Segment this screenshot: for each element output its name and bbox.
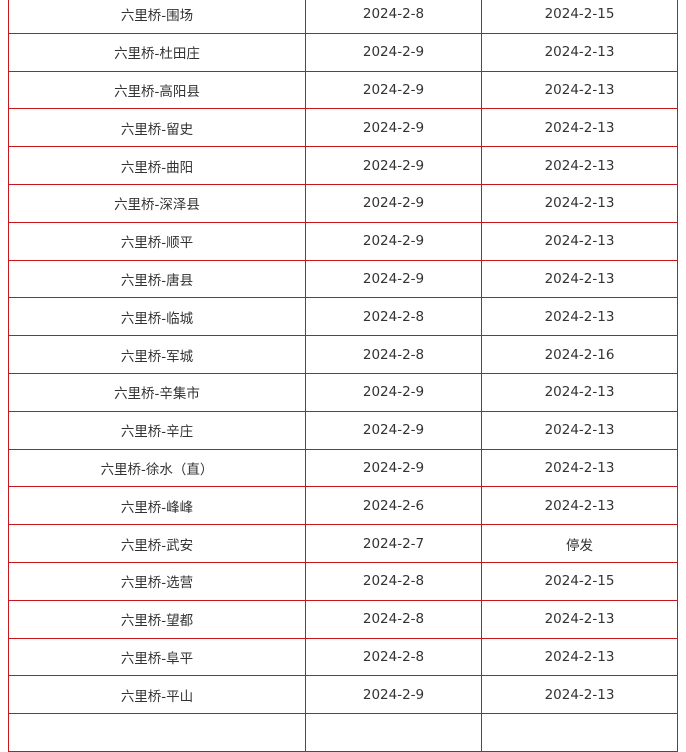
route-cell: 六里桥-峰峰 [9, 487, 306, 525]
stop-date-cell: 2024-2-9 [306, 109, 482, 147]
resume-date-cell: 2024-2-13 [544, 459, 615, 476]
resume-date-cell: 2024-2-13 [544, 233, 615, 250]
table-row: 六里桥-深泽县 2024-2-9 2024-2-13 [9, 184, 677, 223]
resume-date-cell: 2024-2-13 [544, 686, 615, 703]
route-cell: 六里桥-临城 [9, 298, 306, 336]
stop-date-cell: 2024-2-9 [306, 147, 482, 184]
stop-date-cell: 2024-2-9 [306, 260, 482, 298]
route-cell: 六里桥-辛庄 [9, 411, 306, 449]
stop-date-cell: 2024-2-8 [306, 600, 482, 638]
route-cell: 六里桥-阜平 [9, 638, 306, 676]
stop-date-cell: 2024-2-9 [306, 33, 482, 71]
table-row: 六里桥-望都 2024-2-8 2024-2-13 [9, 600, 677, 639]
table-row: 六里桥-顺平 2024-2-9 2024-2-13 [9, 222, 677, 261]
table-row: 六里桥-留史 2024-2-9 2024-2-13 [9, 109, 677, 148]
stop-date-cell: 2024-2-8 [306, 638, 482, 676]
route-cell: 六里桥-杜田庄 [9, 33, 306, 71]
stop-date-cell: 2024-2-8 [306, 298, 482, 336]
route-cell: 六里桥-望都 [9, 600, 306, 638]
route-cell: 六里桥-顺平 [9, 222, 306, 260]
stop-date-cell: 2024-2-6 [306, 487, 482, 525]
stop-date-cell: 2024-2-9 [306, 411, 482, 449]
table-row: 六里桥-峰峰 2024-2-6 2024-2-13 [9, 487, 677, 526]
schedule-table: 六里桥-围场 2024-2-8 2024-2-15 六里桥-杜田庄 2024-2-9 20… [8, 0, 678, 752]
route-cell: 六里桥-留史 [9, 109, 306, 147]
resume-date-cell: 2024-2-13 [544, 44, 615, 61]
resume-date-cell: 2024-2-13 [544, 648, 615, 665]
resume-date-cell: 2024-2-15 [544, 6, 615, 23]
table-row [9, 714, 677, 752]
resume-date-cell: 2024-2-13 [544, 422, 615, 439]
table-row: 六里桥-军城 2024-2-8 2024-2-16 [9, 336, 677, 374]
stop-date-cell: 2024-2-8 [306, 562, 482, 600]
resume-date-cell: 2024-2-13 [544, 119, 615, 136]
resume-date-cell [482, 714, 677, 751]
resume-date-cell: 2024-2-13 [544, 497, 615, 514]
stop-date-cell: 2024-2-7 [306, 525, 482, 562]
resume-date-cell: 2024-2-13 [544, 308, 615, 325]
route-cell: 六里桥-军城 [9, 336, 306, 373]
resume-date-cell: 2024-2-16 [544, 346, 615, 363]
route-cell: 六里桥-唐县 [9, 260, 306, 298]
resume-date-cell: 2024-2-13 [544, 157, 615, 174]
route-cell: 六里桥-高阳县 [9, 71, 306, 109]
table-row: 六里桥-唐县 2024-2-9 2024-2-13 [9, 260, 677, 299]
route-cell: 六里桥-武安 [9, 525, 306, 562]
stop-date-cell [306, 714, 482, 751]
stop-date-cell: 2024-2-9 [306, 676, 482, 714]
table-row: 六里桥-平山 2024-2-9 2024-2-13 [9, 676, 677, 715]
stop-date-cell: 2024-2-9 [306, 184, 482, 222]
table-row: 六里桥-杜田庄 2024-2-9 2024-2-13 [9, 33, 677, 72]
stop-date-cell: 2024-2-8 [306, 0, 482, 33]
resume-date-cell: 2024-2-15 [544, 573, 615, 590]
stop-date-cell: 2024-2-9 [306, 449, 482, 487]
stop-date-cell: 2024-2-9 [306, 71, 482, 109]
table-row: 六里桥-辛集市 2024-2-9 2024-2-13 [9, 373, 677, 412]
table-row: 六里桥-选营 2024-2-8 2024-2-15 [9, 562, 677, 601]
table-row: 六里桥-曲阳 2024-2-9 2024-2-13 [9, 147, 677, 185]
route-cell: 六里桥-辛集市 [9, 373, 306, 411]
resume-date-cell: 2024-2-13 [544, 195, 615, 212]
resume-date-cell: 停发 [566, 537, 593, 554]
table-row: 六里桥-武安 2024-2-7 停发 [9, 525, 677, 563]
stop-date-cell: 2024-2-9 [306, 373, 482, 411]
route-cell: 六里桥-曲阳 [9, 147, 306, 184]
route-cell: 六里桥-围场 [9, 0, 306, 33]
resume-date-cell: 2024-2-13 [544, 81, 615, 98]
table-row: 六里桥-临城 2024-2-8 2024-2-13 [9, 298, 677, 337]
table-row: 六里桥-围场 2024-2-8 2024-2-15 [9, 0, 677, 34]
route-cell [9, 714, 306, 751]
table-row: 六里桥-徐水（直） 2024-2-9 2024-2-13 [9, 449, 677, 488]
resume-date-cell: 2024-2-13 [544, 384, 615, 401]
route-cell: 六里桥-深泽县 [9, 184, 306, 222]
stop-date-cell: 2024-2-8 [306, 336, 482, 373]
table-row: 六里桥-辛庄 2024-2-9 2024-2-13 [9, 411, 677, 450]
resume-date-cell: 2024-2-13 [544, 611, 615, 628]
stop-date-cell: 2024-2-9 [306, 222, 482, 260]
route-cell: 六里桥-选营 [9, 562, 306, 600]
table-row: 六里桥-高阳县 2024-2-9 2024-2-13 [9, 71, 677, 110]
route-cell: 六里桥-徐水（直） [9, 449, 306, 487]
route-cell: 六里桥-平山 [9, 676, 306, 714]
resume-date-cell: 2024-2-13 [544, 270, 615, 287]
table-row: 六里桥-阜平 2024-2-8 2024-2-13 [9, 638, 677, 677]
